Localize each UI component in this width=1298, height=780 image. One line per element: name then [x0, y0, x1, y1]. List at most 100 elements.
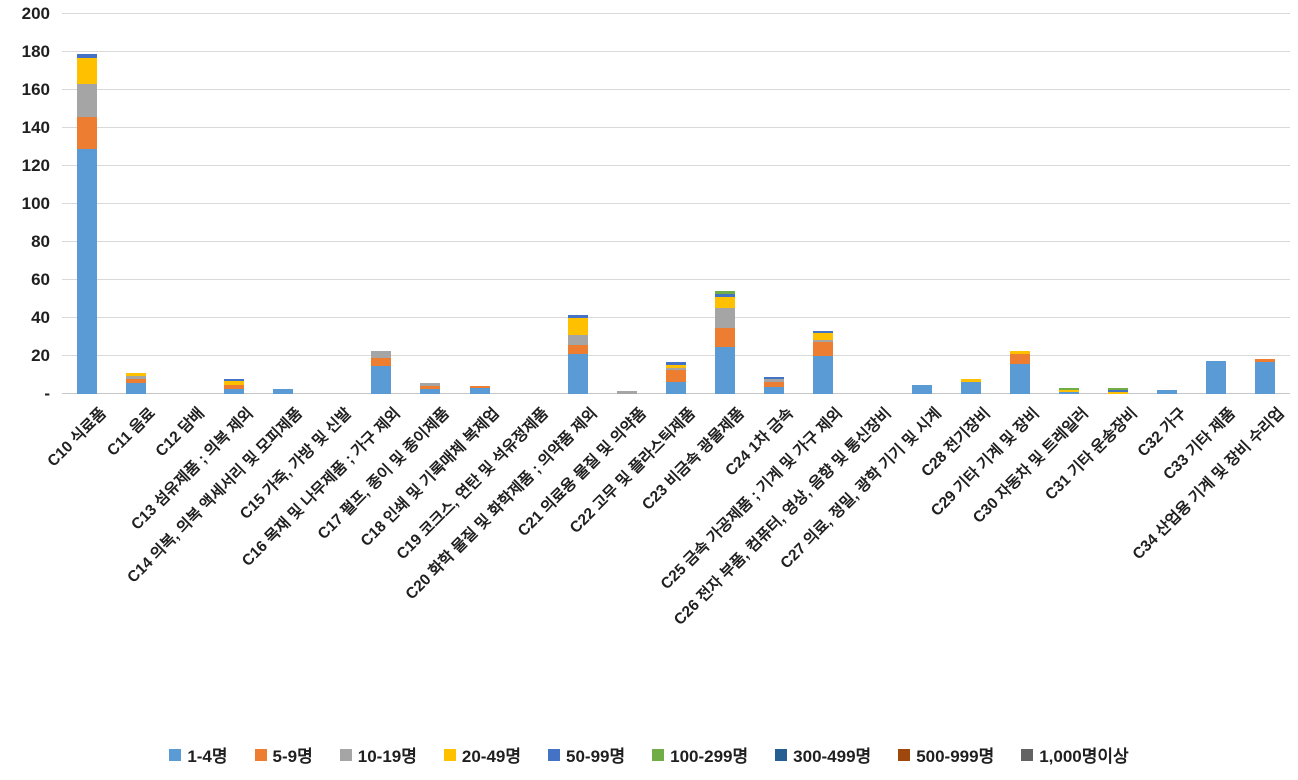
bar-segment-C31-series-4[interactable]	[1108, 389, 1129, 393]
bar-segment-C24-series-2[interactable]	[764, 378, 785, 382]
bar-C27[interactable]	[911, 384, 932, 394]
gridline-200	[62, 13, 1290, 14]
bar-segment-C29-series-0[interactable]	[1009, 363, 1030, 394]
bar-segment-C22-series-4[interactable]	[666, 361, 686, 365]
bar-segment-C25-series-2[interactable]	[813, 339, 834, 342]
bar-segment-C30-series-3[interactable]	[1058, 389, 1079, 392]
bar-segment-C18-series-0[interactable]	[469, 388, 490, 394]
legend-item-6[interactable]: 300-499명	[775, 742, 871, 767]
bar-segment-C28-series-0[interactable]	[960, 381, 981, 394]
bar-C32[interactable]	[1157, 389, 1178, 394]
bar-C16[interactable]	[371, 351, 392, 394]
bar-segment-C20-series-0[interactable]	[567, 354, 588, 394]
bar-segment-C23-series-5[interactable]	[715, 291, 736, 295]
bar-segment-C17-series-2[interactable]	[420, 382, 441, 387]
bar-segment-C17-series-0[interactable]	[420, 389, 441, 394]
legend-item-8[interactable]: 1,000명이상	[1021, 742, 1129, 767]
bar-segment-C18-series-1[interactable]	[469, 386, 490, 389]
bar-segment-C21-series-2[interactable]	[616, 391, 637, 394]
bar-C14[interactable]	[273, 389, 294, 394]
bar-C24[interactable]	[764, 376, 785, 394]
bar-segment-C34-series-1[interactable]	[1255, 359, 1276, 362]
bar-segment-C34-series-0[interactable]	[1255, 361, 1276, 394]
bar-segment-C22-series-3[interactable]	[666, 364, 686, 369]
bar-segment-C33-series-0[interactable]	[1206, 360, 1227, 394]
legend-item-5[interactable]: 100-299명	[652, 742, 748, 767]
bar-segment-C24-series-1[interactable]	[764, 381, 785, 388]
bar-segment-C10-series-2[interactable]	[76, 84, 97, 117]
bar-segment-C20-series-2[interactable]	[567, 335, 588, 345]
bar-segment-C11-series-3[interactable]	[125, 373, 146, 376]
bar-segment-C28-series-3[interactable]	[960, 379, 981, 382]
bar-segment-C20-series-1[interactable]	[567, 344, 588, 355]
bar-C17[interactable]	[420, 382, 441, 394]
bar-segment-C20-series-3[interactable]	[567, 318, 588, 336]
bar-segment-C25-series-4[interactable]	[813, 331, 834, 334]
bar-segment-C23-series-3[interactable]	[715, 297, 736, 308]
bar-segment-C30-series-0[interactable]	[1058, 391, 1079, 394]
bar-segment-C10-series-4[interactable]	[76, 53, 97, 58]
bar-segment-C23-series-2[interactable]	[715, 307, 736, 329]
bar-segment-C29-series-1[interactable]	[1009, 354, 1030, 364]
bar-segment-C27-series-0[interactable]	[911, 384, 932, 394]
gridline-80	[62, 241, 1290, 242]
bar-segment-C16-series-2[interactable]	[371, 351, 392, 358]
bar-segment-C25-series-0[interactable]	[813, 356, 834, 394]
bar-segment-C30-series-5[interactable]	[1058, 387, 1079, 390]
bar-segment-C23-series-4[interactable]	[715, 294, 736, 298]
bar-segment-C22-series-0[interactable]	[666, 381, 686, 394]
bar-segment-C24-series-0[interactable]	[764, 387, 785, 394]
bar-segment-C20-series-4[interactable]	[567, 315, 588, 318]
legend-label: 100-299명	[670, 747, 749, 766]
bar-segment-C31-series-3[interactable]	[1108, 392, 1129, 394]
y-tick-label-200: 200	[21, 4, 50, 23]
bar-segment-C22-series-2[interactable]	[666, 368, 686, 371]
bar-C18[interactable]	[469, 386, 490, 394]
bar-C13[interactable]	[223, 378, 244, 394]
bar-segment-C22-series-1[interactable]	[666, 370, 686, 382]
bar-segment-C25-series-1[interactable]	[813, 341, 834, 356]
bar-C11[interactable]	[125, 373, 146, 394]
legend-item-2[interactable]: 10-19명	[339, 742, 417, 767]
legend-item-3[interactable]: 20-49명	[443, 742, 521, 767]
bar-C33[interactable]	[1206, 360, 1227, 394]
bar-C10[interactable]	[76, 53, 97, 394]
legend-item-0[interactable]: 1-4명	[169, 742, 228, 767]
bar-segment-C25-series-3[interactable]	[813, 333, 834, 340]
legend-item-7[interactable]: 500-999명	[898, 742, 994, 767]
bar-segment-C16-series-1[interactable]	[371, 357, 392, 367]
bar-segment-C13-series-3[interactable]	[223, 380, 244, 385]
bar-C29[interactable]	[1009, 351, 1030, 394]
bar-segment-C10-series-0[interactable]	[76, 148, 97, 394]
legend-item-4[interactable]: 50-99명	[548, 742, 625, 767]
bar-segment-C17-series-1[interactable]	[420, 386, 441, 390]
bar-segment-C13-series-0[interactable]	[223, 389, 244, 394]
bar-C28[interactable]	[960, 379, 981, 394]
bar-segment-C23-series-1[interactable]	[715, 328, 736, 347]
gridline-40	[62, 317, 1290, 318]
x-tick-label-C11: C11 음료	[103, 404, 159, 460]
bar-C22[interactable]	[666, 361, 686, 394]
bar-C25[interactable]	[813, 331, 834, 394]
bar-C31[interactable]	[1108, 387, 1129, 394]
bar-segment-C11-series-0[interactable]	[125, 382, 146, 394]
bar-C20[interactable]	[567, 315, 588, 394]
legend-item-1[interactable]: 5-9명	[254, 742, 313, 767]
bar-segment-C16-series-0[interactable]	[371, 366, 392, 394]
bar-segment-C10-series-1[interactable]	[76, 116, 97, 149]
bar-segment-C31-series-5[interactable]	[1108, 387, 1129, 390]
bar-segment-C10-series-3[interactable]	[76, 57, 97, 85]
bar-segment-C11-series-2[interactable]	[125, 375, 146, 379]
bar-C34[interactable]	[1255, 359, 1276, 394]
bar-C30[interactable]	[1058, 387, 1079, 394]
bar-segment-C24-series-4[interactable]	[764, 376, 785, 379]
bar-C21[interactable]	[616, 391, 637, 394]
bar-segment-C23-series-0[interactable]	[715, 346, 736, 394]
bar-segment-C13-series-1[interactable]	[223, 384, 244, 390]
bar-segment-C11-series-1[interactable]	[125, 378, 146, 383]
bar-C23[interactable]	[715, 291, 736, 394]
bar-segment-C32-series-0[interactable]	[1157, 389, 1178, 394]
bar-segment-C14-series-0[interactable]	[273, 389, 294, 394]
bar-segment-C29-series-3[interactable]	[1009, 351, 1030, 355]
bar-segment-C13-series-4[interactable]	[223, 378, 244, 381]
